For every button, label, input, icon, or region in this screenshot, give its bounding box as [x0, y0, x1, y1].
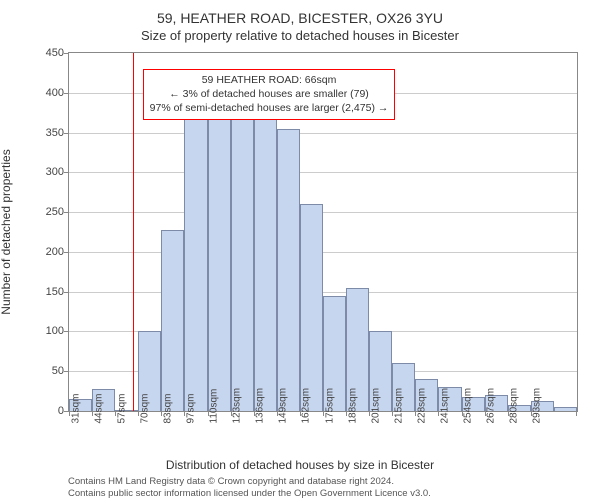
page-subtitle: Size of property relative to detached ho…: [0, 28, 600, 43]
histogram-bar: [277, 129, 300, 411]
x-tick-mark: [576, 411, 577, 416]
y-tick-label: 450: [24, 47, 64, 59]
y-tick-mark: [64, 331, 69, 332]
reference-line: [133, 53, 134, 411]
x-axis-label: Distribution of detached houses by size …: [0, 458, 600, 472]
annotation-line: ← 3% of detached houses are smaller (79): [150, 87, 389, 101]
histogram-bar: [184, 117, 207, 411]
y-tick-label: 400: [24, 87, 64, 99]
gridline: [69, 212, 577, 213]
gridline: [69, 252, 577, 253]
y-tick-label: 200: [24, 246, 64, 258]
y-tick-label: 350: [24, 127, 64, 139]
gridline: [69, 172, 577, 173]
y-tick-label: 50: [24, 365, 64, 377]
annotation-box: 59 HEATHER ROAD: 66sqm← 3% of detached h…: [143, 69, 396, 120]
y-tick-label: 250: [24, 206, 64, 218]
y-tick-mark: [64, 371, 69, 372]
gridline: [69, 292, 577, 293]
footnote-line-1: Contains HM Land Registry data © Crown c…: [68, 476, 394, 487]
histogram-bar: [208, 118, 231, 411]
y-tick-mark: [64, 252, 69, 253]
histogram-bar: [300, 204, 323, 411]
histogram-plot: 59 HEATHER ROAD: 66sqm← 3% of detached h…: [68, 52, 578, 412]
y-tick-label: 300: [24, 166, 64, 178]
annotation-line: 59 HEATHER ROAD: 66sqm: [150, 73, 389, 87]
y-axis-label: Number of detached properties: [0, 149, 13, 314]
histogram-bar: [554, 407, 577, 411]
y-tick-mark: [64, 53, 69, 54]
histogram-bar: [254, 113, 277, 411]
y-tick-mark: [64, 133, 69, 134]
y-tick-mark: [64, 212, 69, 213]
footnote-line-2: Contains public sector information licen…: [68, 488, 431, 499]
figure: 59, HEATHER ROAD, BICESTER, OX26 3YU Siz…: [0, 0, 600, 500]
page-title: 59, HEATHER ROAD, BICESTER, OX26 3YU: [0, 10, 600, 26]
y-tick-label: 150: [24, 286, 64, 298]
y-tick-mark: [64, 93, 69, 94]
histogram-bar: [161, 230, 184, 411]
y-tick-label: 0: [24, 405, 64, 417]
y-tick-mark: [64, 292, 69, 293]
gridline: [69, 133, 577, 134]
histogram-bar: [231, 117, 254, 411]
y-tick-label: 100: [24, 325, 64, 337]
y-tick-mark: [64, 172, 69, 173]
annotation-line: 97% of semi-detached houses are larger (…: [150, 101, 389, 115]
